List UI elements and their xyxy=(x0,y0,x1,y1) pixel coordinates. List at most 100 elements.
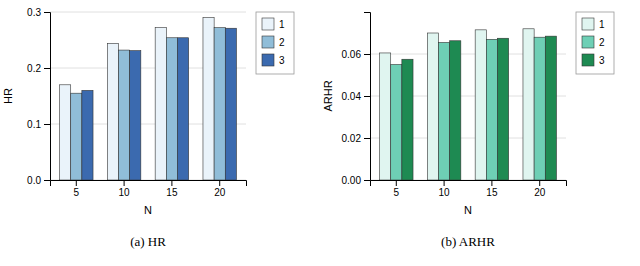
legend-label: 3 xyxy=(599,55,605,66)
bar xyxy=(486,39,497,180)
y-tick-label: 0.0 xyxy=(27,175,41,186)
bar xyxy=(523,29,534,180)
legend-swatch xyxy=(262,36,274,48)
bar xyxy=(225,28,236,180)
x-axis-line xyxy=(51,181,247,187)
bar xyxy=(166,38,177,180)
y-axis-line xyxy=(44,13,51,181)
bar xyxy=(107,43,118,180)
figure: 0.00.10.20.35101520NHR(a) HR1230.000.020… xyxy=(0,0,640,266)
caption: (b) ARHR xyxy=(441,234,495,249)
y-tick-mark xyxy=(44,68,50,69)
bar xyxy=(497,38,508,180)
x-axis-line xyxy=(371,181,567,187)
x-tick: 15 xyxy=(486,180,498,198)
legend-item: 3 xyxy=(262,54,285,66)
legend-swatch xyxy=(262,18,274,30)
y-tick-mark xyxy=(44,12,50,13)
x-tick-label: 20 xyxy=(534,187,546,198)
x-tick-mark xyxy=(444,180,445,186)
grid-line xyxy=(50,12,246,13)
bar xyxy=(475,30,486,180)
y-axis: 0.00 0.02 0.04 0.06 xyxy=(342,13,371,186)
x-tick-mark xyxy=(396,180,397,186)
panel: 0.00.10.20.35101520NHR(a) HR123 xyxy=(2,7,294,249)
x-tick-label: 5 xyxy=(394,187,400,198)
bar xyxy=(177,38,188,180)
x-axis: 5 10 15 20 xyxy=(51,180,247,198)
legend-item: 3 xyxy=(582,54,605,66)
bar xyxy=(534,37,545,180)
x-axis-title: N xyxy=(464,204,472,216)
y-tick: 0.2 xyxy=(27,63,50,74)
x-tick-mark xyxy=(171,180,172,186)
y-tick-label: 0.04 xyxy=(342,91,362,102)
legend-label: 3 xyxy=(279,55,285,66)
x-tick: 5 xyxy=(394,180,400,198)
x-tick-label: 15 xyxy=(166,187,178,198)
bar-series xyxy=(60,18,215,180)
y-tick-label: 0.2 xyxy=(27,63,41,74)
caption: (a) HR xyxy=(130,234,166,249)
y-axis-title: ARHR xyxy=(322,80,334,111)
x-tick: 20 xyxy=(534,180,546,198)
y-axis-line xyxy=(364,13,371,181)
bar xyxy=(391,65,402,181)
bar xyxy=(203,18,214,180)
bar xyxy=(427,33,438,180)
y-tick-mark xyxy=(44,180,50,181)
y-tick-mark xyxy=(44,124,50,125)
grid xyxy=(50,12,246,180)
bar xyxy=(545,36,556,180)
x-tick: 10 xyxy=(439,180,451,198)
bar xyxy=(155,28,166,180)
bar xyxy=(439,42,450,180)
y-axis: 0.00.10.20.3 xyxy=(27,7,50,186)
y-tick: 0.02 xyxy=(342,133,370,144)
x-tick-label: 5 xyxy=(74,187,80,198)
legend: 1 2 3 xyxy=(576,12,614,74)
y-tick: 0.06 xyxy=(342,49,370,60)
legend-item: 1 xyxy=(582,18,605,30)
y-tick: 0.04 xyxy=(342,91,370,102)
bar xyxy=(214,28,225,180)
legend-label: 2 xyxy=(279,37,285,48)
bars xyxy=(60,18,237,180)
y-tick-label: 0.02 xyxy=(342,133,362,144)
bar xyxy=(60,85,71,180)
bar xyxy=(402,59,413,180)
bars xyxy=(380,29,557,180)
x-tick: 10 xyxy=(119,180,131,198)
y-tick: 0.0 xyxy=(27,175,50,186)
x-tick-mark xyxy=(124,180,125,186)
y-tick-label: 0.1 xyxy=(27,119,41,130)
x-tick-label: 20 xyxy=(214,187,226,198)
legend-item: 2 xyxy=(262,36,285,48)
x-tick-label: 15 xyxy=(486,187,498,198)
x-tick-mark xyxy=(539,180,540,186)
x-tick: 20 xyxy=(214,180,226,198)
bar-series xyxy=(391,37,546,180)
legend-frame xyxy=(576,12,614,74)
x-tick-mark xyxy=(76,180,77,186)
legend: 1 2 3 xyxy=(256,12,294,74)
y-tick: 0.00 xyxy=(342,175,370,186)
legend-swatch xyxy=(582,18,594,30)
y-tick: 0.1 xyxy=(27,119,50,130)
x-axis: 5 10 15 20 xyxy=(371,180,567,198)
y-tick-mark xyxy=(364,54,370,55)
y-tick-label: 0.00 xyxy=(342,175,362,186)
bar xyxy=(71,93,82,180)
x-tick-label: 10 xyxy=(439,187,451,198)
legend-swatch xyxy=(582,54,594,66)
legend-label: 1 xyxy=(599,19,605,30)
x-tick-mark xyxy=(491,180,492,186)
bar xyxy=(450,41,461,180)
legend-item: 1 xyxy=(262,18,285,30)
x-tick-label: 10 xyxy=(119,187,131,198)
legend-label: 1 xyxy=(279,19,285,30)
legend-swatch xyxy=(262,54,274,66)
legend-label: 2 xyxy=(599,37,605,48)
x-tick-mark xyxy=(219,180,220,186)
bar-series xyxy=(82,28,237,180)
